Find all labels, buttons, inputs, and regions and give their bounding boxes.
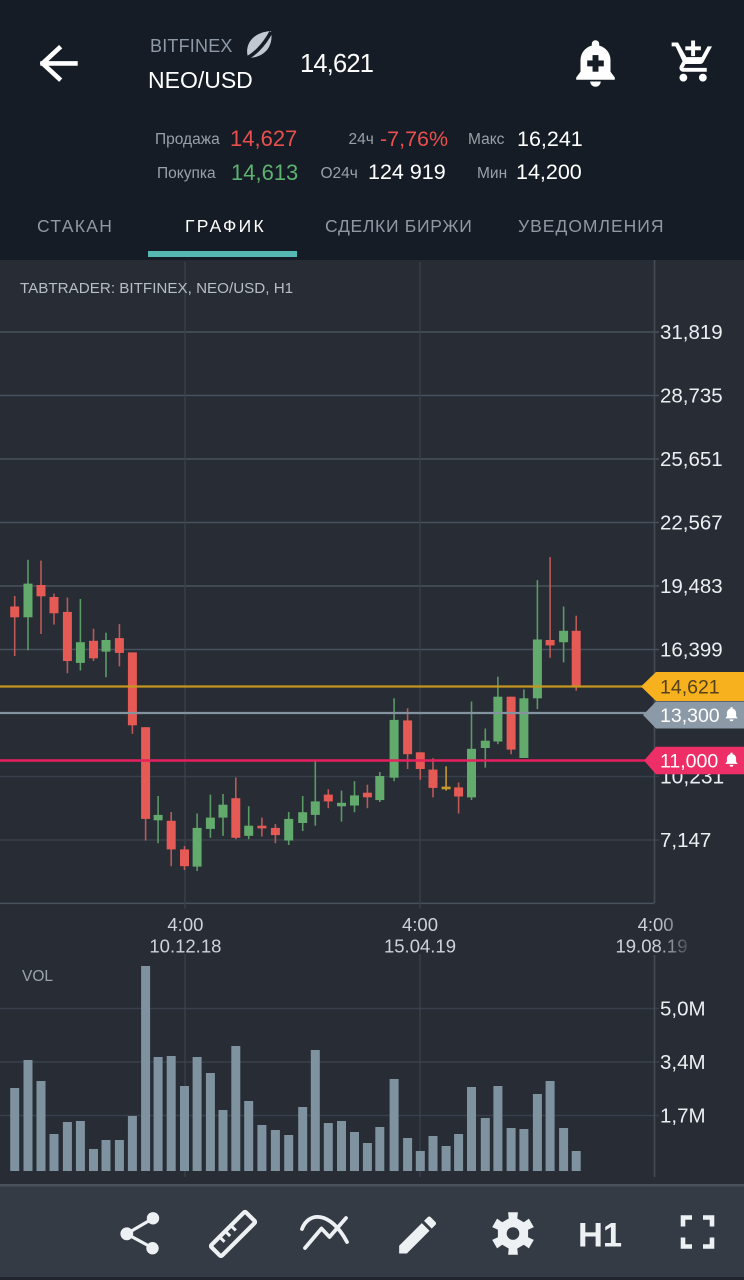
svg-text:19,483: 19,483 <box>660 575 723 598</box>
svg-text:3,4M: 3,4M <box>660 1051 706 1074</box>
svg-text:31,819: 31,819 <box>660 321 723 344</box>
svg-text:15.04.19: 15.04.19 <box>384 936 456 957</box>
svg-text:28,735: 28,735 <box>660 384 723 407</box>
svg-text:10.12.18: 10.12.18 <box>149 936 221 957</box>
svg-text:14,621: 14,621 <box>660 677 720 699</box>
svg-text:11,000: 11,000 <box>660 751 718 773</box>
svg-text:16,399: 16,399 <box>660 638 723 661</box>
svg-text:1,7M: 1,7M <box>660 1104 706 1127</box>
svg-text:4:00: 4:00 <box>167 914 203 935</box>
svg-text:VOL: VOL <box>22 968 53 985</box>
svg-text:TABTRADER: BITFINEX, NEO/USD,: TABTRADER: BITFINEX, NEO/USD, H1 <box>20 280 293 297</box>
svg-text:22,567: 22,567 <box>660 511 723 534</box>
svg-text:5,0M: 5,0M <box>660 997 706 1020</box>
svg-text:7,147: 7,147 <box>660 829 711 852</box>
svg-text:25,651: 25,651 <box>660 448 723 471</box>
svg-text:13,300: 13,300 <box>660 705 720 727</box>
svg-text:H1: H1 <box>578 1217 622 1255</box>
svg-text:4:00: 4:00 <box>402 914 438 935</box>
